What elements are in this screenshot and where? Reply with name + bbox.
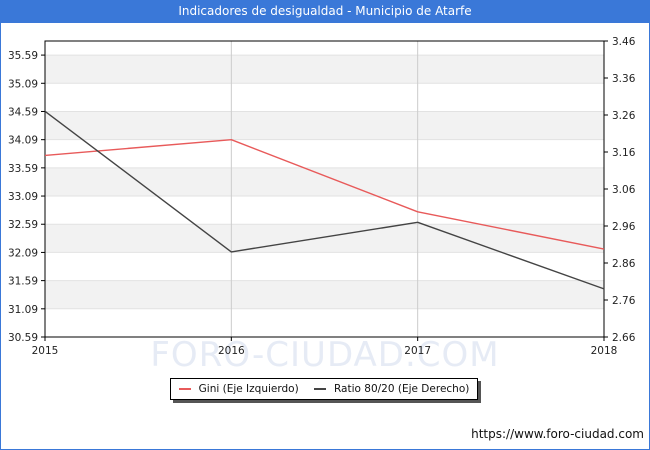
watermark: FORO-CIUDAD.COM [150,335,500,375]
legend: Gini (Eje Izquierdo) Ratio 80/20 (Eje De… [170,378,478,400]
legend-item-ratio: Ratio 80/20 (Eje Derecho) [313,383,470,395]
grid-band [45,196,604,225]
grid-band [45,308,604,337]
source-link[interactable]: https://www.foro-ciudad.com [471,427,644,441]
y-right-tick-label: 3.26 [612,110,636,122]
y-left-tick-label: 34.09 [8,135,38,147]
y-right-tick-label: 2.86 [612,258,636,270]
y-left-tick-label: 33.09 [8,191,38,203]
grid-band [45,167,604,197]
legend-item-gini: Gini (Eje Izquierdo) [178,383,299,395]
y-right-tick-label: 2.76 [612,295,636,307]
y-left-tick-label: 32.59 [8,219,38,231]
y-left-tick-label: 33.59 [8,163,38,175]
y-right-tick-label: 3.36 [612,73,636,85]
y-right-tick-label: 2.96 [612,221,636,233]
x-tick-label: 2015 [32,345,59,357]
y-right-tick-label: 3.46 [612,36,636,48]
chart-title: Indicadores de desigualdad - Municipio d… [0,0,650,23]
x-tick-label: 2018 [591,345,618,357]
y-left-tick-label: 34.59 [8,106,38,118]
grid-band [45,224,604,253]
grid-band [45,55,604,84]
x-tick-label: 2016 [218,345,245,357]
grid-band [45,139,604,168]
legend-label-ratio: Ratio 80/20 (Eje Derecho) [333,383,470,395]
y-left-tick-label: 31.09 [8,304,38,316]
y-left-tick-label: 31.59 [8,276,38,288]
series-line-ratio [44,110,605,290]
y-left-tick-label: 32.09 [8,247,38,259]
y-right-tick-label: 3.06 [612,184,636,196]
grid-band [45,41,604,56]
y-left-tick-label: 35.09 [8,78,38,90]
y-right-tick-label: 2.66 [612,332,636,344]
y-left-tick-label: 35.59 [8,50,38,62]
series-line-gini [44,138,605,250]
legend-swatch-ratio [313,388,326,390]
y-left-tick-label: 30.59 [8,332,38,344]
legend-label-gini: Gini (Eje Izquierdo) [198,383,299,395]
legend-swatch-gini [178,388,191,390]
grid-band [45,252,604,281]
y-right-tick-label: 3.16 [612,147,636,159]
grid-band [45,83,604,112]
x-tick-label: 2017 [404,345,431,357]
grid-band [45,280,604,309]
grid-band [45,111,604,140]
